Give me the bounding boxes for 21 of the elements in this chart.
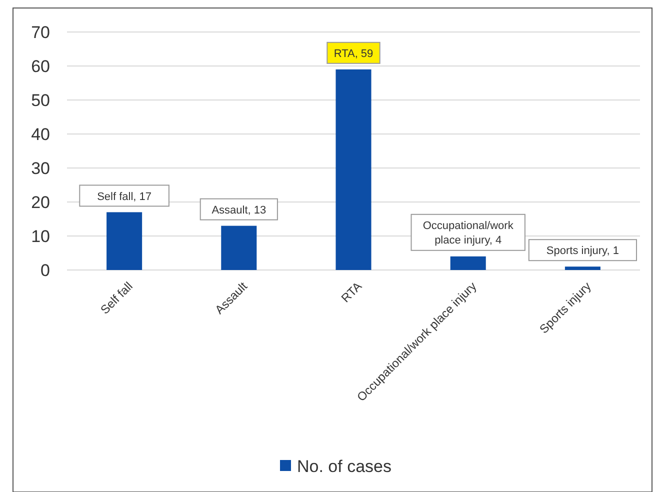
- y-tick-label: 10: [31, 226, 50, 246]
- y-tick-label: 20: [31, 192, 50, 212]
- x-tick-label: Self fall: [98, 279, 136, 317]
- bar: [336, 69, 372, 270]
- y-tick-label: 0: [40, 260, 50, 280]
- data-label: Sports injury, 1: [546, 245, 619, 258]
- legend-label: No. of cases: [297, 456, 392, 476]
- y-tick-label: 30: [31, 158, 50, 178]
- y-tick-label: 70: [31, 22, 50, 42]
- data-label: Assault, 13: [212, 204, 266, 216]
- data-label: Occupational/work place injury, 4: [422, 220, 514, 246]
- y-tick-label: 60: [31, 56, 50, 76]
- x-tick-label: RTA: [338, 279, 365, 306]
- bar: [450, 256, 486, 270]
- y-tick-label: 50: [31, 90, 50, 110]
- data-label: RTA, 59: [334, 48, 374, 60]
- bar: [221, 226, 257, 270]
- bar: [106, 212, 142, 270]
- bar: [564, 266, 600, 270]
- y-tick-label: 40: [31, 124, 50, 144]
- data-label: Self fall, 17: [97, 190, 152, 203]
